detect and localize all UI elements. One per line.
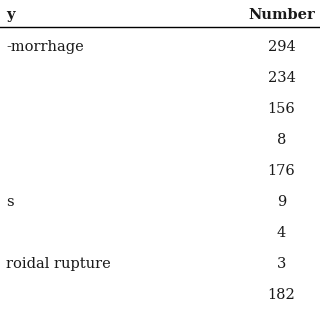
Text: 3: 3	[277, 257, 286, 271]
Text: Number: Number	[248, 8, 315, 22]
Text: 182: 182	[268, 288, 295, 302]
Text: 156: 156	[268, 102, 295, 116]
Text: 4: 4	[277, 226, 286, 240]
Text: -morrhage: -morrhage	[6, 40, 84, 54]
Text: y: y	[6, 8, 15, 22]
Text: s: s	[6, 195, 14, 209]
Text: 9: 9	[277, 195, 286, 209]
Text: 234: 234	[268, 71, 296, 85]
Text: roidal rupture: roidal rupture	[6, 257, 111, 271]
Text: 176: 176	[268, 164, 295, 178]
Text: 8: 8	[277, 133, 286, 147]
Text: 294: 294	[268, 40, 295, 54]
